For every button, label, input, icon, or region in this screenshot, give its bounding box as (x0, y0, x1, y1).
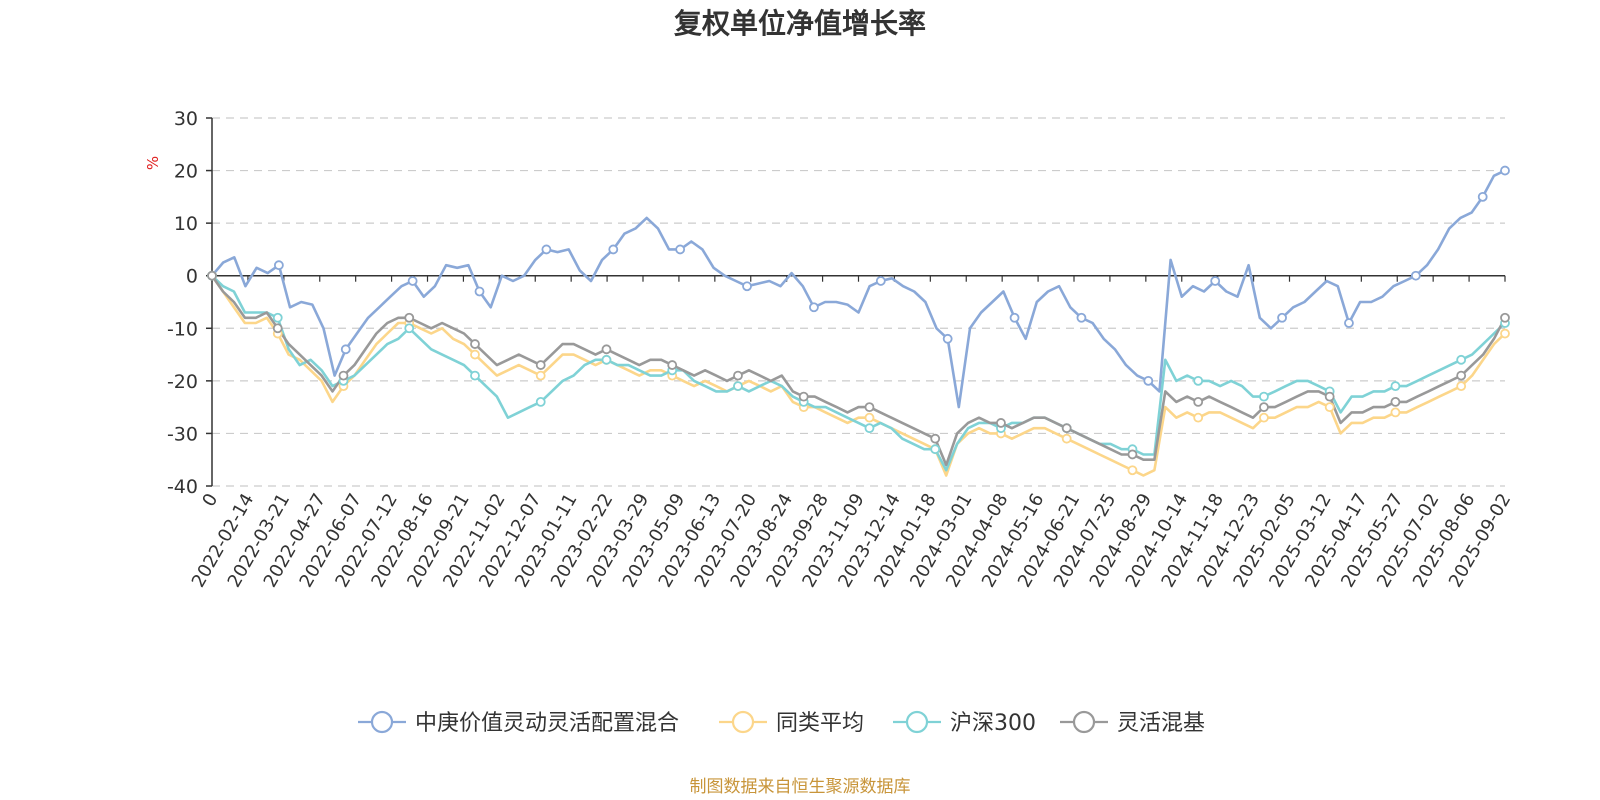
series-point (1500, 312, 1510, 323)
chart-title: 复权单位净值增长率 (674, 7, 926, 40)
series-point (667, 360, 678, 370)
series-point (1259, 412, 1269, 423)
legend-label: 中庚价值灵动灵活配置混合 (415, 711, 679, 736)
series-point (1456, 381, 1467, 392)
series-point (1259, 391, 1269, 402)
series-point (1143, 375, 1154, 386)
series-point (1456, 354, 1467, 365)
y-axis-unit-label: % (144, 156, 162, 170)
series-point (207, 270, 217, 281)
axes: 3020100-10-20-30-4002022-02-142022-03-21… (167, 108, 1515, 591)
grid-lines (212, 117, 1505, 487)
series-point (1076, 312, 1087, 323)
series-point (864, 412, 875, 423)
x-tick-label: 0 (198, 490, 222, 510)
series-point (742, 281, 752, 292)
series-point (1193, 375, 1204, 386)
series-lines (210, 169, 1507, 477)
legend-item-3[interactable]: 灵活混基 (1060, 710, 1205, 736)
series-point (470, 339, 480, 349)
legend-label: 沪深300 (950, 711, 1036, 736)
series-line-3 (210, 274, 1507, 467)
source-note: 制图数据来自恒生聚源数据库 (690, 777, 911, 797)
series-point (474, 286, 485, 297)
series-point (798, 391, 809, 402)
series-point (404, 312, 415, 323)
y-tick-label: 10 (174, 213, 198, 235)
y-tick-label: 0 (186, 266, 198, 288)
series-point (273, 260, 284, 271)
series-point (864, 402, 875, 413)
series-point (272, 323, 283, 334)
y-tick-label: -10 (167, 318, 198, 340)
series-point (1390, 381, 1401, 392)
series-point (1061, 423, 1072, 434)
series-point (535, 370, 546, 381)
series-markers (207, 165, 1510, 476)
series-point (1210, 276, 1221, 286)
y-tick-label: 20 (174, 161, 198, 183)
series-point (733, 381, 743, 392)
legend-label: 同类平均 (776, 711, 864, 736)
series-point (1324, 402, 1335, 413)
series-point (1259, 402, 1269, 413)
series-point (733, 370, 743, 381)
legend-circle-icon (370, 710, 394, 734)
series-point (535, 396, 546, 407)
series-point (1009, 312, 1020, 323)
series-point (809, 302, 819, 313)
series-point (942, 333, 953, 344)
series-point (996, 418, 1006, 428)
series-point (930, 444, 941, 455)
series-point (1477, 191, 1488, 202)
series-point (1390, 407, 1401, 418)
series-point (875, 276, 886, 286)
series-point (272, 312, 283, 323)
legend-item-2[interactable]: 沪深300 (893, 710, 1036, 736)
series-point (675, 244, 686, 255)
y-tick-label: 30 (174, 108, 198, 130)
series-point (1344, 318, 1354, 328)
series-point (470, 370, 480, 381)
legend-item-0[interactable]: 中庚价值灵动灵活配置混合 (358, 710, 679, 736)
series-point (340, 344, 351, 355)
series-point (1127, 449, 1138, 460)
legend: 中庚价值灵动灵活配置混合 同类平均 沪深300 灵活混基 (358, 710, 1205, 736)
series-point (1127, 465, 1138, 476)
series-point (407, 276, 418, 286)
series-point (404, 323, 415, 334)
y-tick-label: -30 (167, 423, 198, 445)
series-line-0 (211, 169, 1506, 409)
series-point (601, 344, 612, 355)
series-point (1277, 312, 1287, 323)
series-point (1193, 396, 1204, 407)
legend-circle-icon (905, 710, 929, 734)
y-tick-label: -40 (167, 476, 198, 498)
legend-circle-icon (731, 710, 755, 734)
series-point (1500, 328, 1510, 339)
legend-label: 灵活混基 (1117, 711, 1205, 736)
series-point (1324, 391, 1335, 402)
series-point (864, 423, 875, 434)
series-point (1410, 270, 1421, 281)
series-point (1390, 396, 1401, 407)
series-point (541, 244, 552, 255)
series-line-1 (210, 274, 1506, 477)
series-point (338, 370, 349, 381)
series-point (601, 354, 612, 365)
series-point (1061, 433, 1072, 444)
series-point (1456, 370, 1467, 381)
y-tick-label: -20 (167, 371, 198, 393)
series-point (535, 360, 546, 370)
legend-circle-icon (1072, 710, 1096, 734)
series-point (1193, 412, 1204, 423)
series-point (1500, 165, 1510, 176)
series-point (608, 244, 619, 255)
series-point (930, 433, 941, 444)
legend-item-1[interactable]: 同类平均 (719, 710, 864, 736)
series-point (470, 349, 480, 360)
series-line-2 (211, 274, 1506, 472)
